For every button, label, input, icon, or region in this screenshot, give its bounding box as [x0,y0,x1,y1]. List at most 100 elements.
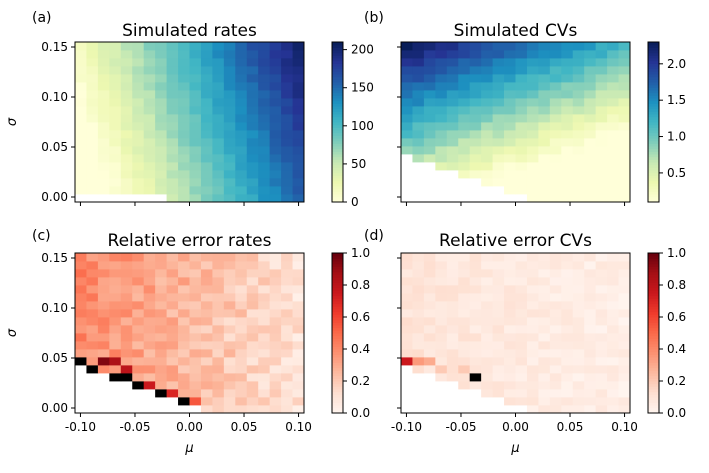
colorbar-tick-label: 200 [351,43,374,57]
heatmap-cell [607,341,619,350]
heatmap-cell [155,253,167,262]
heatmap-cell [235,293,248,302]
heatmap-cell [132,162,145,171]
heatmap-cell [223,114,236,123]
heatmap-cell [607,162,619,171]
heatmap-cell [200,66,213,75]
heatmap-cell [561,106,574,115]
heatmap-cell [292,170,305,179]
heatmap-cell [269,285,282,294]
heatmap-cell [258,90,271,99]
heatmap-cell [423,90,436,99]
heatmap-cell [504,397,516,406]
heatmap-cell [200,154,213,163]
heatmap-cell [607,130,619,139]
heatmap-cell [572,66,585,75]
colorbar-segment [332,269,343,273]
heatmap-cell [132,114,145,123]
colorbar-tick-label: 0.6 [351,310,370,324]
heatmap-cell [75,58,87,67]
heatmap-cell [75,106,87,115]
heatmap-cell [561,82,574,91]
heatmap-cell [458,66,471,75]
heatmap-cell [132,325,145,334]
heatmap-cell [235,42,248,51]
heatmap-cell [469,138,482,147]
heatmap-cell [212,333,225,342]
heatmap-cell [120,178,133,187]
heatmap-cell [166,277,179,286]
heatmap-cell [281,317,293,326]
heatmap-cell [120,285,133,294]
heatmap-cell [97,130,110,139]
heatmap-cell [143,253,156,262]
heatmap-cell [423,285,436,294]
colorbar-segment [332,156,343,160]
heatmap-cell [109,66,122,75]
heatmap-cell [515,170,528,179]
heatmap-cell [258,325,271,334]
heatmap-cell [178,277,190,286]
heatmap-cell [235,58,248,67]
heatmap-cell [515,301,528,310]
heatmap-cell [109,178,122,187]
heatmap-cell [223,269,236,278]
heatmap-cell [143,138,156,147]
heatmap-cell [143,98,156,107]
colorbar-segment [332,95,343,99]
heatmap-cell [212,170,225,179]
colorbar-segment [332,167,343,171]
heatmap-cell [492,138,505,147]
heatmap-cell [435,98,448,107]
heatmap-cell [446,253,459,262]
heatmap-cell [132,293,145,302]
heatmap-cell [86,301,99,310]
heatmap-cell [200,106,213,115]
heatmap-cell [435,277,448,286]
colorbar-segment [332,180,343,184]
colorbar-tick-label: 50 [351,157,366,171]
heatmap-cell [212,341,225,350]
heatmap-cell [481,138,493,147]
heatmap-cell [269,82,282,91]
heatmap-cell [526,146,539,155]
heatmap-cell [526,381,539,390]
heatmap-cell [469,269,482,278]
heatmap-cell [435,325,448,334]
heatmap-cell [401,66,413,75]
colorbar-segment [332,274,343,278]
colorbar-segment [648,279,659,283]
colorbar-segment [648,76,659,80]
heatmap-cell [549,114,562,123]
colorbar-segment [332,172,343,176]
heatmap-cell [75,50,87,59]
heatmap-cell [292,58,305,67]
colorbar-segment [648,130,659,134]
heatmap-cell [223,74,236,83]
heatmap-cell [178,154,190,163]
colorbar-segment [648,98,659,102]
heatmap-cell [412,106,425,115]
heatmap-cell [246,301,259,310]
heatmap-cell [132,277,145,286]
heatmap-cell [178,389,190,398]
heatmap-cell [469,106,482,115]
heatmap-cell [120,357,133,366]
heatmap-cell [223,381,236,390]
heatmap-cell [143,50,156,59]
heatmap-cell [269,357,282,366]
heatmap-cell [120,261,133,270]
heatmap-cell [458,333,471,342]
heatmap-cell [515,106,528,115]
heatmap-cell [469,90,482,99]
heatmap-cell [155,301,167,310]
heatmap-cell [492,170,505,179]
heatmap-cell [435,162,448,171]
colorbar-segment [648,309,659,313]
heatmap-cell [212,194,225,203]
heatmap-cell [97,277,110,286]
heatmap-cell [178,301,190,310]
heatmap-cell [200,90,213,99]
heatmap-cell [492,58,505,67]
heatmap-cell [132,74,145,83]
